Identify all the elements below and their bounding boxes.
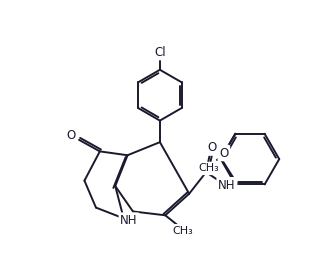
Text: NH: NH: [218, 179, 236, 192]
Text: Cl: Cl: [154, 46, 166, 58]
Text: O: O: [67, 129, 76, 143]
Text: CH₃: CH₃: [173, 226, 193, 236]
Text: NH: NH: [120, 214, 138, 227]
Text: CH₃: CH₃: [199, 163, 219, 173]
Text: O: O: [208, 141, 217, 154]
Text: O: O: [219, 147, 228, 159]
